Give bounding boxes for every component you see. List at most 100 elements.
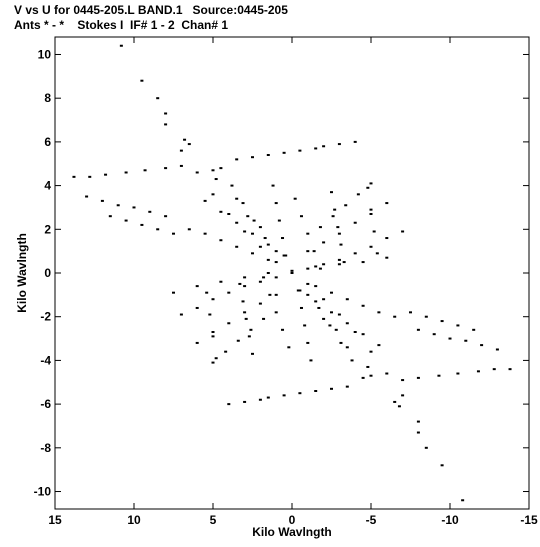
uv-point xyxy=(476,370,480,373)
uv-point xyxy=(235,158,239,161)
uv-point xyxy=(432,333,436,336)
uv-point xyxy=(243,285,247,288)
uv-point xyxy=(345,298,349,301)
uv-point xyxy=(317,306,321,309)
uv-point xyxy=(314,285,318,288)
axis-tick-labels: 15 10 5 0 -5 -10 -15 -10 -8 -6 -4 -2 0 2 4 6 8 10 xyxy=(34,47,538,527)
y-tick-label: -10 xyxy=(34,485,52,499)
uv-point xyxy=(350,359,354,362)
uv-point xyxy=(119,44,123,47)
uv-point xyxy=(464,339,468,342)
uv-point xyxy=(227,403,231,406)
uv-point xyxy=(262,276,266,279)
uv-point xyxy=(251,232,254,235)
uv-point xyxy=(356,193,360,196)
uv-point xyxy=(375,252,379,255)
uv-point xyxy=(361,376,365,379)
uv-point xyxy=(282,151,286,154)
uv-point xyxy=(330,311,333,314)
uv-point xyxy=(480,344,484,347)
uv-point xyxy=(437,374,441,377)
uv-point xyxy=(258,280,262,283)
uv-point xyxy=(456,324,460,327)
uv-point xyxy=(322,241,326,244)
uv-point xyxy=(440,464,444,467)
uv-point xyxy=(339,341,343,344)
uv-point xyxy=(258,245,262,248)
uv-point xyxy=(104,173,108,176)
uv-point xyxy=(353,140,357,143)
uv-point xyxy=(369,213,373,215)
uv-point xyxy=(353,221,357,224)
x-tick-label: 5 xyxy=(210,513,217,527)
uv-point xyxy=(495,348,499,351)
uv-point xyxy=(249,328,253,331)
x-tick-label: 0 xyxy=(289,513,296,527)
uv-point xyxy=(287,346,291,349)
uv-point xyxy=(266,396,270,399)
y-tick-label: 10 xyxy=(38,47,52,61)
uv-point xyxy=(318,267,322,270)
y-tick-label: 2 xyxy=(44,222,51,236)
uv-point xyxy=(299,306,303,309)
uv-point xyxy=(353,252,357,255)
uv-point xyxy=(330,191,333,194)
uv-point xyxy=(195,341,199,344)
uv-point xyxy=(252,219,256,222)
uv-point xyxy=(290,272,294,274)
uv-point xyxy=(251,352,254,355)
uv-point xyxy=(243,400,247,403)
uv-point xyxy=(306,250,310,253)
uv-point xyxy=(179,313,183,316)
uv-point xyxy=(195,171,199,174)
uv-point xyxy=(456,372,460,375)
uv-point xyxy=(156,228,160,231)
uv-point xyxy=(246,215,250,218)
uv-point xyxy=(263,237,267,240)
uv-point xyxy=(195,306,199,309)
uv-point xyxy=(314,390,318,392)
uv-point xyxy=(401,379,405,382)
y-tick-label: 8 xyxy=(44,91,51,105)
uv-point xyxy=(306,282,310,285)
uv-point xyxy=(303,324,307,327)
y-tick-label: -2 xyxy=(40,310,51,324)
uv-point xyxy=(366,186,370,189)
uv-point xyxy=(448,337,452,340)
uv-point xyxy=(219,239,223,242)
uv-point xyxy=(377,344,381,347)
y-tick-label: -4 xyxy=(40,353,51,367)
uv-point xyxy=(172,232,175,235)
uv-point xyxy=(322,145,326,148)
uv-point xyxy=(227,291,231,294)
uv-point xyxy=(393,315,397,318)
uv-point xyxy=(203,232,207,235)
x-tick-label: -10 xyxy=(441,513,459,527)
uv-point xyxy=(241,300,245,303)
plot-title-line1: V vs U for 0445-205.L BAND.1 Source:0445… xyxy=(14,3,288,17)
uv-point xyxy=(366,365,370,368)
uv-point xyxy=(211,335,215,338)
uv-point xyxy=(282,394,286,397)
uv-point xyxy=(397,405,401,408)
uv-point xyxy=(235,197,239,200)
uv-point xyxy=(306,293,310,296)
uv-point xyxy=(401,394,405,397)
uv-point xyxy=(164,123,168,126)
uv-point xyxy=(179,164,183,167)
uv-point xyxy=(361,261,365,264)
uv-point xyxy=(258,302,262,305)
uv-point xyxy=(330,291,333,294)
uv-point xyxy=(140,79,144,82)
uv-point xyxy=(214,357,218,360)
uv-point xyxy=(345,346,349,349)
uv-point xyxy=(318,226,322,229)
axis-ticks xyxy=(54,37,530,509)
uv-point xyxy=(243,230,247,233)
uv-point xyxy=(266,243,270,246)
uv-point xyxy=(281,328,285,331)
uv-point xyxy=(219,280,223,283)
uv-point xyxy=(306,232,310,235)
uv-point xyxy=(108,215,112,218)
